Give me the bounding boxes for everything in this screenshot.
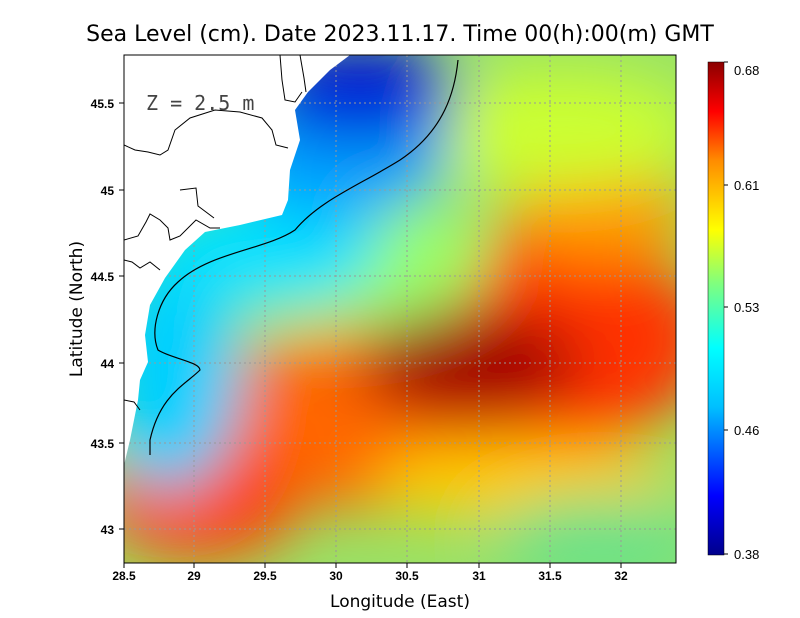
coastline <box>124 55 307 411</box>
x-tick-label: 31 <box>472 569 486 583</box>
y-tick-marks <box>119 102 124 530</box>
colorbar-label: 0.68 <box>734 63 759 78</box>
colorbar-label: 0.53 <box>734 300 759 315</box>
x-tick-label: 32 <box>614 569 628 583</box>
land-mass <box>124 55 350 465</box>
y-tick-label: 44 <box>101 357 115 371</box>
sea-level-field: Z = 2.5 m <box>124 55 676 563</box>
x-tick-label: 31.5 <box>538 569 562 583</box>
plot-frame <box>123 54 677 564</box>
y-tick-label: 43.5 <box>91 437 115 451</box>
map-title: Sea Level (cm). Date 2023.11.17. Time 00… <box>86 22 714 47</box>
y-axis-label: Latitude (North) <box>67 241 87 377</box>
colorbar-label: 0.61 <box>734 178 759 193</box>
colorbar-label: 0.46 <box>734 423 759 438</box>
sea-level-contour <box>149 59 459 455</box>
x-tick-label: 30.5 <box>395 569 419 583</box>
colorbar <box>707 61 725 556</box>
y-tick-label: 44.5 <box>91 270 115 284</box>
x-tick-label: 29.5 <box>253 569 277 583</box>
y-tick-label: 43 <box>101 523 115 537</box>
x-tick-label: 29 <box>187 569 201 583</box>
x-tick-marks <box>123 563 622 568</box>
colorbar-label: 0.38 <box>734 547 759 562</box>
x-tick-label: 28.5 <box>112 569 136 583</box>
x-tick-label: 30 <box>329 569 343 583</box>
colorbar-ticks <box>724 61 728 555</box>
y-tick-label: 45 <box>101 184 115 198</box>
depth-label: Z = 2.5 m <box>146 91 254 115</box>
x-axis-label: Longitude (East) <box>330 592 470 612</box>
map-grid <box>124 55 676 563</box>
y-tick-label: 45.5 <box>91 97 115 111</box>
